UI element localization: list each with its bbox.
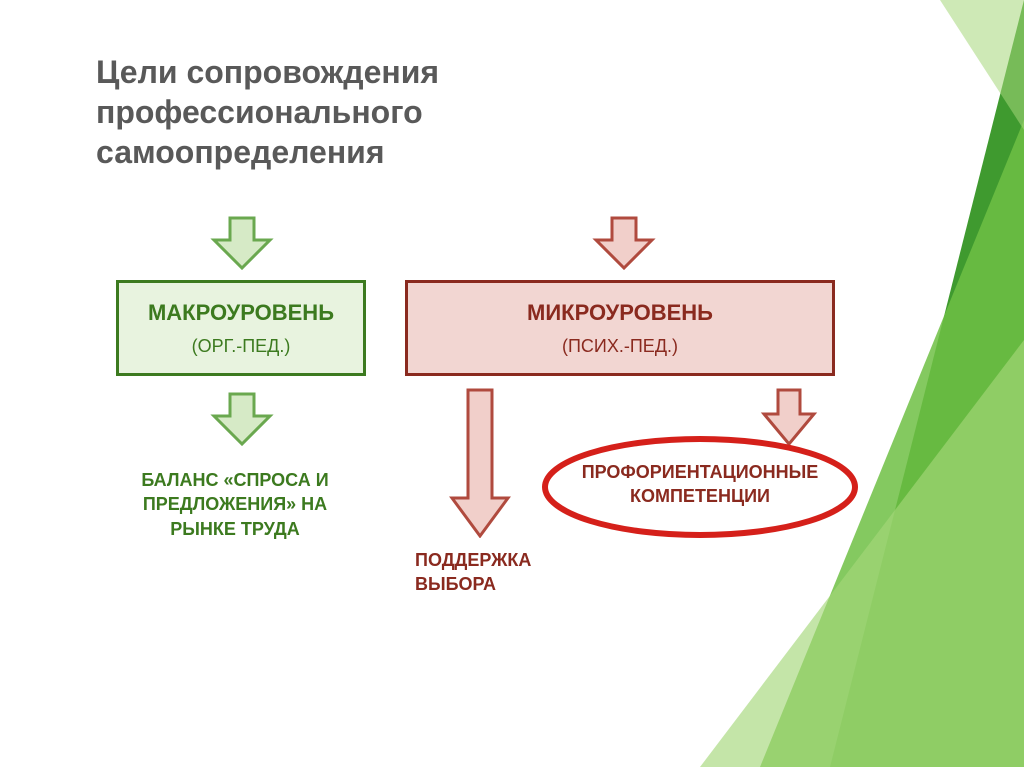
micro-result-right-line1: ПРОФОРИЕНТАЦИОННЫЕ <box>582 462 819 482</box>
micro-result-right-line2: КОМПЕТЕНЦИИ <box>630 486 770 506</box>
micro-result-left: ПОДДЕРЖКА ВЫБОРА <box>415 548 575 597</box>
micro-box: МИКРОУРОВЕНЬ (ПСИХ.-ПЕД.) <box>405 280 835 376</box>
arrow-macro-bottom <box>210 392 274 446</box>
micro-sub: (ПСИХ.-ПЕД.) <box>562 336 678 357</box>
page-title: Цели сопровождения профессионального сам… <box>96 52 656 172</box>
micro-ellipse: ПРОФОРИЕНТАЦИОННЫЕ КОМПЕТЕНЦИИ <box>540 432 860 542</box>
macro-sub: (ОРГ.-ПЕД.) <box>192 336 291 357</box>
macro-name: МАКРОУРОВЕНЬ <box>148 300 334 326</box>
slide: Цели сопровождения профессионального сам… <box>0 0 1024 767</box>
micro-name: МИКРОУРОВЕНЬ <box>527 300 713 326</box>
micro-result-right: ПРОФОРИЕНТАЦИОННЫЕ КОМПЕТЕНЦИИ <box>560 460 840 509</box>
macro-box: МАКРОУРОВЕНЬ (ОРГ.-ПЕД.) <box>116 280 366 376</box>
arrow-micro-bottom-left <box>448 388 512 538</box>
arrow-macro-top <box>210 216 274 270</box>
arrow-micro-top <box>592 216 656 270</box>
macro-result: БАЛАНС «СПРОСА И ПРЕДЛОЖЕНИЯ» НА РЫНКЕ Т… <box>120 468 350 541</box>
